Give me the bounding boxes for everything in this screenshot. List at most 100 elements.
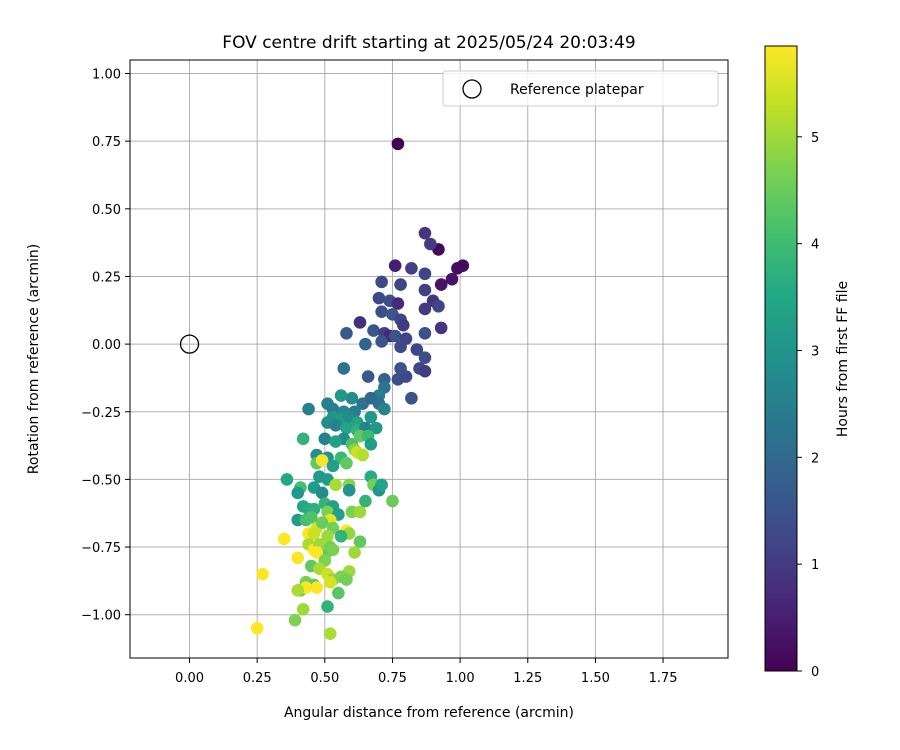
data-point — [353, 535, 367, 548]
y-tick-label: −0.75 — [81, 541, 121, 556]
data-point — [388, 329, 402, 343]
data-point — [340, 326, 353, 340]
data-point — [451, 262, 464, 275]
data-point — [323, 575, 337, 589]
x-tick-label: 0.50 — [310, 671, 339, 686]
data-point — [315, 486, 329, 500]
data-point — [340, 573, 353, 586]
data-point — [296, 432, 310, 446]
y-tick-label: 0.75 — [92, 135, 121, 150]
colorbar-tick-label: 1 — [811, 558, 819, 573]
x-tick-label: 0.75 — [378, 671, 407, 686]
data-point — [394, 278, 407, 291]
data-points — [250, 137, 470, 640]
data-point — [296, 602, 310, 616]
data-point — [424, 237, 437, 251]
colorbar-tick-label: 4 — [811, 238, 819, 253]
legend-open-circle-icon — [462, 79, 482, 99]
data-point — [361, 370, 375, 383]
data-point — [394, 340, 407, 354]
data-point — [318, 432, 332, 446]
data-point — [372, 291, 386, 305]
data-point — [334, 529, 348, 543]
data-point — [315, 454, 329, 467]
data-point — [367, 324, 380, 337]
data-point — [396, 318, 410, 332]
data-point — [369, 421, 383, 435]
data-point — [307, 527, 321, 540]
data-point — [321, 529, 334, 543]
colorbar: 0 1 2 3 4 5 Hours from first FF file — [764, 45, 851, 680]
data-point — [353, 505, 367, 519]
data-point — [326, 459, 340, 473]
legend-box — [442, 70, 719, 107]
data-point — [405, 262, 418, 275]
data-point — [329, 418, 342, 432]
data-point — [405, 391, 418, 405]
colorbar-gradient — [764, 45, 798, 672]
data-point — [348, 546, 361, 559]
data-point — [353, 316, 367, 329]
data-point — [418, 351, 432, 364]
data-point — [432, 299, 445, 313]
y-tick-label: 0.00 — [92, 338, 121, 353]
legend-entry-reference-platepar: Reference platepar — [510, 82, 644, 98]
data-point — [334, 389, 348, 402]
y-tick-label: −0.50 — [81, 473, 121, 488]
y-tick-label: 0.25 — [92, 270, 121, 285]
colorbar-tick-label: 3 — [811, 344, 819, 359]
data-point — [418, 267, 432, 281]
data-point — [364, 437, 378, 451]
data-point — [418, 302, 432, 316]
data-point — [256, 567, 269, 581]
y-axis-label: Rotation from reference (arcmin) — [26, 244, 42, 474]
data-point — [310, 546, 324, 559]
reference-platepar-marker — [179, 334, 200, 354]
x-tick-label: 0.25 — [243, 671, 272, 686]
data-point — [375, 478, 388, 492]
axis-ticks: 0.00 0.25 0.50 0.75 1.00 1.25 1.50 1.75 −1.00 −0.… — [81, 68, 677, 686]
data-point — [391, 297, 405, 310]
data-point — [434, 278, 448, 291]
x-tick-label: 1.00 — [446, 671, 475, 686]
colorbar-label: Hours from first FF file — [835, 281, 851, 437]
data-point — [291, 551, 305, 565]
colorbar-tick-label: 2 — [811, 451, 819, 466]
y-tick-label: 1.00 — [92, 68, 121, 83]
data-point — [277, 532, 291, 546]
data-point — [291, 486, 305, 500]
data-point — [375, 335, 388, 348]
y-tick-label: −1.00 — [81, 609, 121, 624]
colorbar-ticks: 0 1 2 3 4 5 — [797, 131, 819, 680]
data-point — [250, 621, 264, 635]
data-point — [356, 448, 370, 462]
data-point — [288, 613, 302, 627]
data-point — [345, 391, 359, 405]
legend: Reference platepar — [442, 70, 719, 107]
data-point — [445, 272, 459, 286]
data-point — [302, 402, 315, 416]
data-point — [418, 326, 432, 340]
data-point — [388, 259, 402, 272]
plot-frame — [129, 59, 729, 659]
data-point — [378, 402, 391, 416]
y-tick-label: −0.25 — [81, 406, 121, 421]
colorbar-tick-label: 0 — [811, 665, 819, 680]
data-point — [359, 494, 372, 508]
data-point — [323, 627, 337, 640]
data-point — [418, 226, 432, 240]
data-point — [280, 473, 294, 486]
data-point — [418, 283, 432, 297]
data-point — [418, 364, 432, 378]
data-point — [332, 586, 345, 600]
data-point — [342, 483, 356, 497]
data-point — [364, 410, 378, 424]
data-point — [399, 370, 413, 383]
x-tick-label: 1.75 — [649, 671, 678, 686]
data-point — [359, 337, 372, 351]
data-point — [310, 581, 324, 594]
data-point — [375, 275, 388, 289]
chart-title: FOV centre drift starting at 2025/05/24 … — [222, 33, 635, 53]
data-point — [321, 600, 334, 613]
